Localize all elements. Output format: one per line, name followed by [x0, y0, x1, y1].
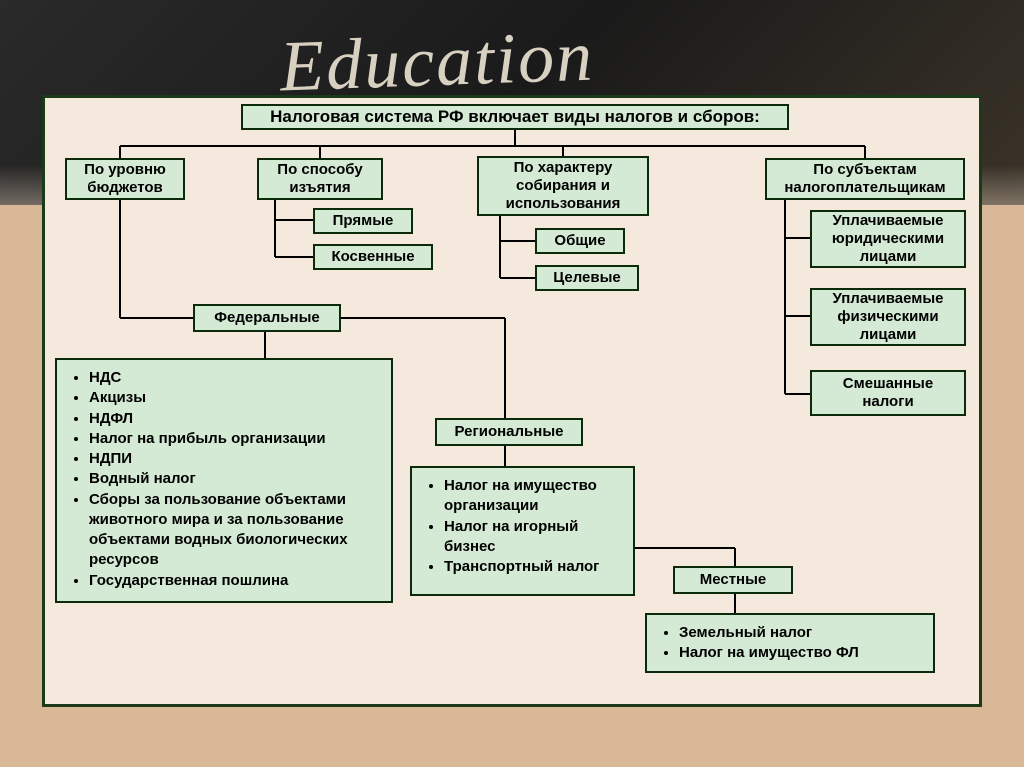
- node-regional: Региональные: [435, 418, 583, 446]
- node-federal: Федеральные: [193, 304, 341, 332]
- list-item: НДПИ: [89, 449, 381, 469]
- category-character: По характеру собирания и использования: [477, 156, 649, 216]
- list-item: Акцизы: [89, 388, 381, 408]
- list-item: НДФЛ: [89, 409, 381, 429]
- node-legal: Уплачиваемые юридическими лицами: [810, 210, 966, 268]
- list-item: Налог на имущество ФЛ: [679, 643, 923, 663]
- category-budget: По уровню бюджетов: [65, 158, 185, 200]
- list-item: НДС: [89, 368, 381, 388]
- list-regional: Налог на имущество организацииНалог на и…: [410, 466, 635, 596]
- list-item: Водный налог: [89, 469, 381, 489]
- list-item: Земельный налог: [679, 623, 923, 643]
- node-mixed: Смешанные налоги: [810, 370, 966, 416]
- diagram-frame: Налоговая система РФ включает виды налог…: [42, 95, 982, 707]
- category-method: По способу изъятия: [257, 158, 383, 200]
- node-general: Общие: [535, 228, 625, 254]
- node-individual: Уплачиваемые физическими лицами: [810, 288, 966, 346]
- list-item: Транспортный налог: [444, 557, 623, 577]
- list-item: Налог на прибыль организации: [89, 429, 381, 449]
- list-local: Земельный налогНалог на имущество ФЛ: [645, 613, 935, 673]
- list-federal: НДСАкцизыНДФЛНалог на прибыль организаци…: [55, 358, 393, 603]
- node-indirect: Косвенные: [313, 244, 433, 270]
- list-item: Налог на игорный бизнес: [444, 517, 623, 558]
- node-direct: Прямые: [313, 208, 413, 234]
- node-local: Местные: [673, 566, 793, 594]
- list-item: Государственная пошлина: [89, 571, 381, 591]
- node-targeted: Целевые: [535, 265, 639, 291]
- list-item: Налог на имущество организации: [444, 476, 623, 517]
- category-subjects: По субъектам налогоплательщикам: [765, 158, 965, 200]
- list-item: Сборы за пользование объектами животного…: [89, 490, 381, 571]
- diagram-title: Налоговая система РФ включает виды налог…: [241, 104, 789, 130]
